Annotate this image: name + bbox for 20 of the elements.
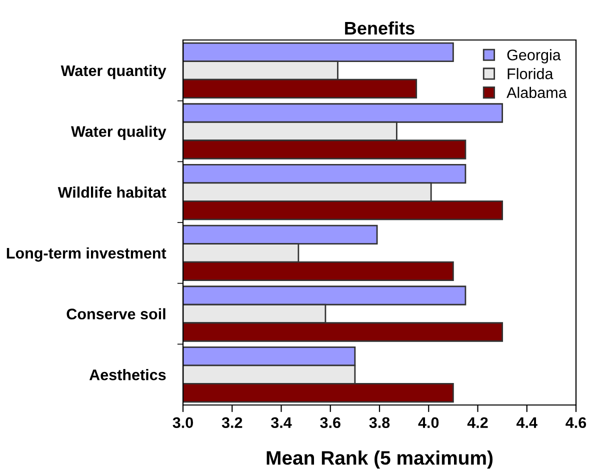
x-axis-title: Mean Rank (5 maximum) <box>266 450 493 469</box>
x-tick-label: 3.6 <box>320 417 340 428</box>
x-tick-label: 3.4 <box>270 417 292 428</box>
x-tick-label: 4.0 <box>418 417 439 428</box>
x-tick-label: 3.8 <box>369 417 390 428</box>
legend-label: Georgia <box>507 49 561 64</box>
y-tick-label: Conserve soil <box>66 308 166 320</box>
x-tick-label: 3.0 <box>172 417 193 428</box>
x-tick-label: 4.6 <box>566 417 586 428</box>
y-tick-label: Water quantity <box>60 64 166 80</box>
y-tick-label: Wildlife habitat <box>58 186 166 198</box>
y-tick-label: Long-term investment <box>6 247 166 262</box>
y-tick-label: Water quality <box>71 126 166 140</box>
legend-label: Alabama <box>506 86 567 98</box>
chart-title: Benefits <box>345 21 414 35</box>
x-tick-label: 4.2 <box>467 417 488 428</box>
y-tick-label: Aesthetics <box>89 369 166 380</box>
x-tick-label: 4.4 <box>516 417 538 428</box>
legend-label: Florida <box>508 68 554 80</box>
x-tick-label: 3.2 <box>222 417 242 428</box>
